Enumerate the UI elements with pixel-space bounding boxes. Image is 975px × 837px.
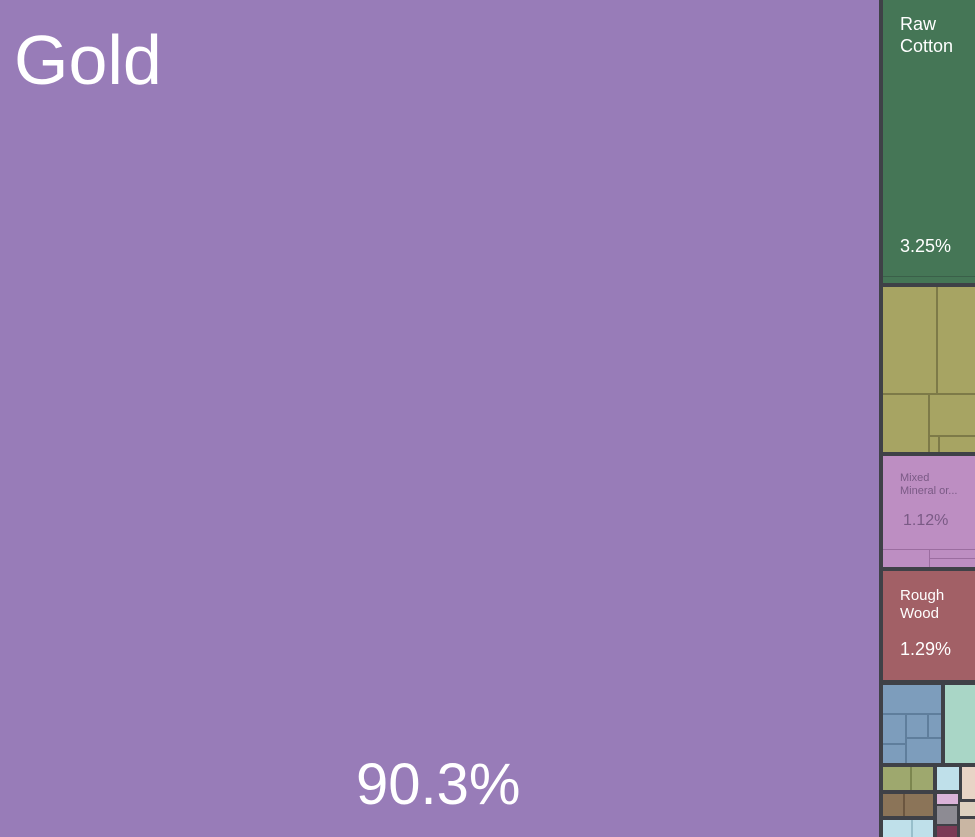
tile-value-gold: 90.3% (356, 752, 521, 817)
tile-sub-4[interactable] (930, 395, 975, 437)
tile-group-blue[interactable] (883, 685, 941, 763)
tile-value-rough-wood: 1.29% (900, 639, 952, 659)
tile-sub-mineral (929, 558, 975, 559)
tile-raw-cotton[interactable]: Raw Cotton 3.25% (883, 0, 975, 283)
tile-group-vegetable[interactable] (883, 287, 975, 452)
tile-sub-blue (883, 743, 905, 745)
tile-sub-2[interactable] (938, 287, 975, 395)
tile-pink-small[interactable] (937, 794, 958, 804)
tile-rough-wood[interactable]: Rough Wood 1.29% (883, 571, 975, 680)
tile-gold[interactable]: Gold 90.3% (0, 0, 879, 837)
tile-grey-small[interactable] (937, 806, 957, 824)
tile-mint[interactable] (945, 685, 975, 763)
tile-sub-blue (907, 737, 941, 739)
tile-sub-brown (903, 794, 905, 816)
tile-divider (883, 276, 975, 277)
tile-label-gold: Gold (14, 21, 162, 99)
tile-beige-small[interactable] (962, 767, 975, 799)
tile-tiny-2[interactable] (960, 819, 975, 837)
tile-lightblue-bottom[interactable] (883, 820, 933, 837)
tile-sub-5[interactable] (930, 437, 940, 452)
tile-value-mixed-mineral: 1.12% (903, 512, 949, 529)
tile-sub-olive (910, 767, 912, 790)
tile-sub-blue (883, 713, 941, 715)
tile-sub-lightblue (911, 820, 913, 837)
tile-tiny-1[interactable] (960, 802, 975, 816)
tile-sub-1[interactable] (883, 287, 938, 395)
tile-sub-3[interactable] (883, 395, 930, 452)
tile-value-raw-cotton: 3.25% (900, 236, 952, 256)
tile-label-rough-wood: Rough Wood (900, 587, 945, 622)
tile-sub-blue (927, 715, 929, 737)
tile-brown-small[interactable] (883, 794, 933, 816)
tile-lightblue-small[interactable] (937, 767, 959, 790)
tile-label-mixed-mineral: Mixed Mineral or... (900, 472, 958, 498)
tile-olive-small[interactable] (883, 767, 933, 790)
tile-sub-blue (905, 715, 907, 763)
tile-label-raw-cotton: Raw Cotton (900, 14, 954, 56)
tile-mixed-mineral[interactable]: Mixed Mineral or... 1.12% (883, 456, 975, 567)
tile-maroon-small[interactable] (937, 826, 957, 837)
